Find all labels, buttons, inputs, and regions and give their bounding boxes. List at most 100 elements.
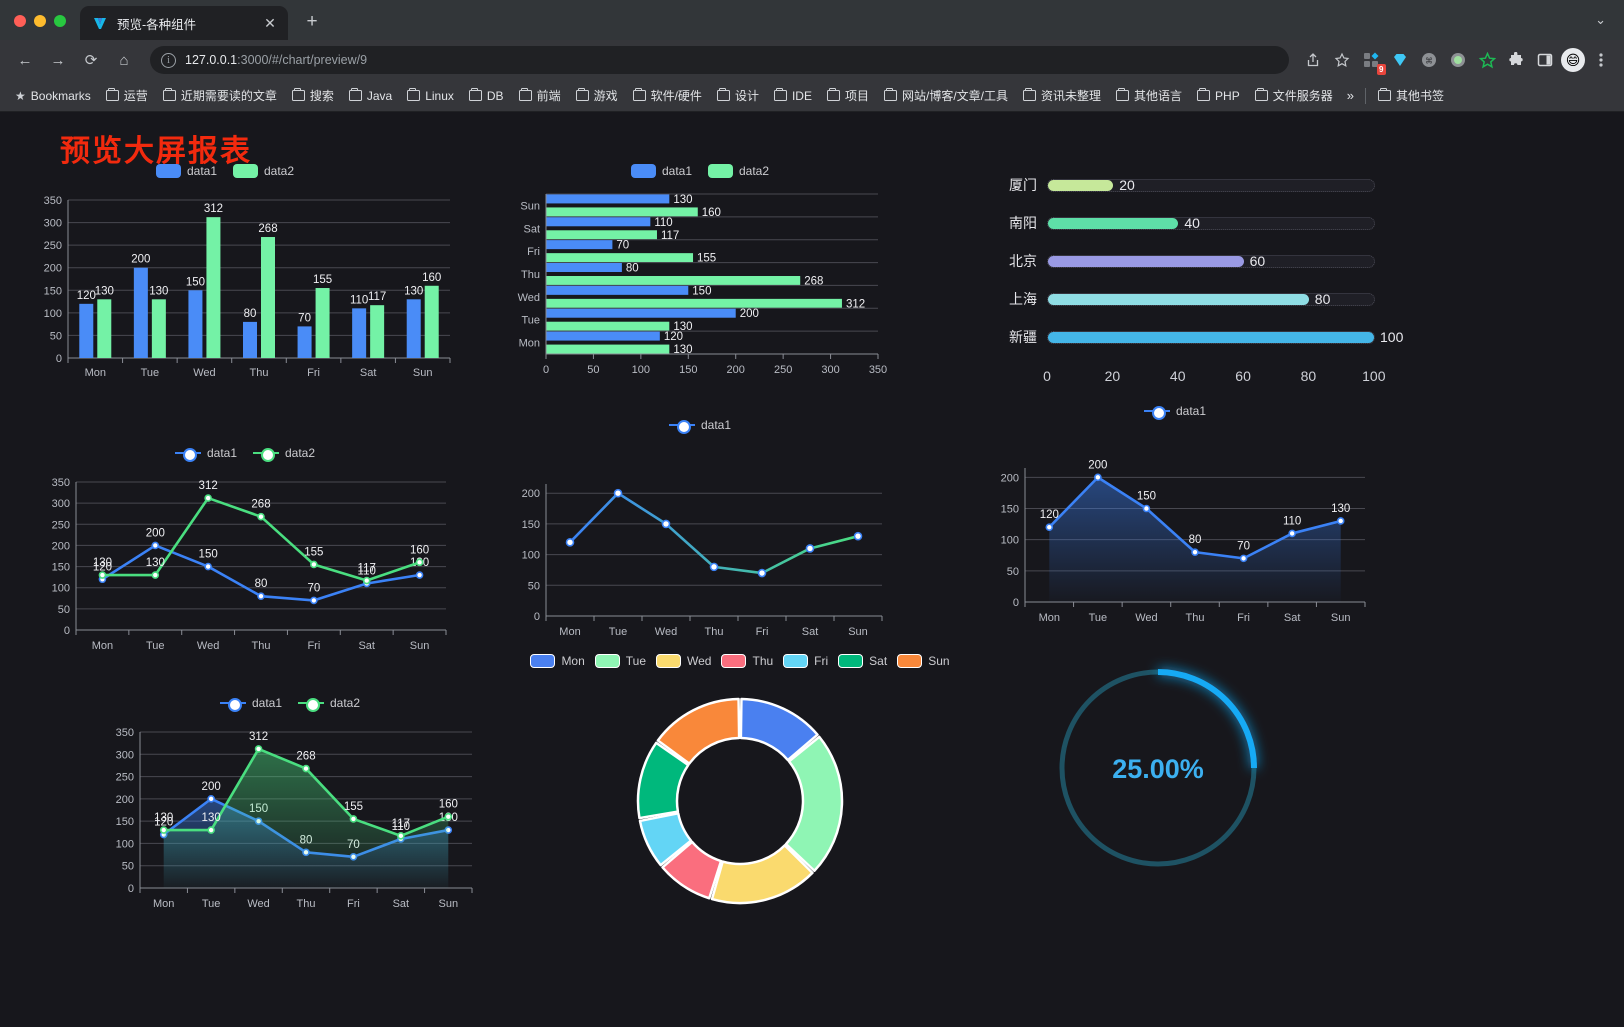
svg-text:268: 268	[258, 223, 277, 235]
bookmark-item[interactable]: 运营	[99, 84, 155, 107]
legend-donut: Mon Tue Wed Thu Fri Sat Sun	[520, 654, 960, 668]
svg-text:50: 50	[1007, 566, 1019, 578]
legend-item-data1[interactable]: data1	[1143, 404, 1206, 420]
folder-icon	[407, 87, 421, 101]
legend-item-mon[interactable]: Mon	[530, 654, 585, 668]
progress-track: 60	[1047, 253, 1375, 269]
legend-item-data1[interactable]: data1	[155, 164, 217, 178]
close-tab-button[interactable]: ✕	[264, 14, 276, 31]
svg-text:350: 350	[869, 364, 887, 376]
chart-panel-gauge: 25.00%	[1030, 646, 1300, 926]
bookmark-item-bookmarks[interactable]: ★ Bookmarks	[8, 86, 98, 106]
legend-item-tue[interactable]: Tue	[594, 654, 646, 668]
bookmark-item[interactable]: 文件服务器	[1248, 84, 1340, 107]
svg-text:155: 155	[344, 801, 363, 813]
bookmark-item[interactable]: IDE	[767, 86, 819, 106]
legend-item-data2[interactable]: data2	[253, 446, 315, 462]
bookmark-label: 近期需要读的文章	[180, 89, 277, 103]
reload-button[interactable]: ⟳	[84, 52, 98, 69]
folder-icon	[773, 87, 787, 101]
maximize-window-button[interactable]	[54, 15, 66, 27]
window-controls[interactable]	[0, 15, 66, 40]
legend-item-sun[interactable]: Sun	[897, 654, 950, 668]
folder-icon	[1377, 87, 1391, 101]
bookmark-item[interactable]: 资讯未整理	[1016, 84, 1108, 107]
back-button[interactable]: ←	[17, 51, 33, 69]
bookmark-item[interactable]: 项目	[820, 84, 876, 107]
sidepanel-icon[interactable]	[1532, 47, 1558, 73]
bookmark-item[interactable]: PHP	[1190, 86, 1247, 106]
v-logo-icon	[94, 18, 106, 29]
bookmark-label: Linux	[425, 88, 454, 103]
bookmark-item[interactable]: 近期需要读的文章	[156, 84, 284, 107]
legend-item-thu[interactable]: Thu	[721, 654, 773, 668]
diamond-extension-icon[interactable]	[1387, 47, 1413, 73]
legend-item-data2[interactable]: data2	[298, 696, 360, 712]
bookmark-item[interactable]: Linux	[400, 86, 461, 106]
window-menu-caret-icon[interactable]: ⌄	[1595, 12, 1606, 27]
bookmark-label: 搜索	[309, 89, 334, 103]
bookmark-star-icon[interactable]	[1329, 47, 1355, 73]
bookmark-item[interactable]: 游戏	[569, 84, 625, 107]
svg-text:Sat: Sat	[1284, 612, 1301, 624]
progress-track: 100	[1047, 329, 1403, 345]
svg-text:150: 150	[52, 562, 70, 574]
puzzle-extension-icon[interactable]	[1503, 47, 1529, 73]
extensions-grid-icon[interactable]: 9	[1358, 47, 1386, 75]
bookmark-item[interactable]: 网站/博客/文章/工具	[877, 84, 1015, 107]
progress-value: 60	[1249, 253, 1266, 269]
svg-text:Thu: Thu	[521, 269, 540, 281]
legend-item-data1[interactable]: data1	[630, 164, 692, 178]
legend-item-data1[interactable]: data1	[668, 418, 731, 434]
bookmark-item[interactable]: Java	[342, 86, 399, 106]
svg-text:250: 250	[44, 240, 62, 252]
legend-item-data2[interactable]: data2	[233, 164, 294, 178]
gauge-canvas: 25.00%	[1059, 669, 1257, 867]
chrome-menu-icon[interactable]	[1588, 47, 1614, 73]
legend-item-sat[interactable]: Sat	[838, 654, 887, 668]
bookmark-item[interactable]: DB	[462, 86, 511, 106]
legend-item-wed[interactable]: Wed	[656, 654, 711, 668]
svg-text:Sat: Sat	[393, 898, 410, 910]
legend-item-data2[interactable]: data2	[708, 164, 769, 178]
bookmark-label: 游戏	[593, 89, 618, 103]
svg-text:Tue: Tue	[141, 367, 160, 379]
legend-swatch-data1	[630, 164, 656, 178]
svg-text:Fri: Fri	[527, 246, 540, 258]
bookmarks-overflow-button[interactable]: »	[1346, 88, 1354, 103]
legend-item-data1[interactable]: data1	[174, 446, 237, 462]
green-star-extension-icon[interactable]	[1474, 47, 1500, 73]
profile-avatar[interactable]: 😄	[1561, 48, 1585, 72]
progress-track: 20	[1047, 177, 1375, 193]
bookmark-item[interactable]: 其他语言	[1109, 84, 1189, 107]
new-tab-button[interactable]: +	[306, 11, 318, 32]
bookmark-item[interactable]: 软件/硬件	[626, 84, 709, 107]
svg-text:Fri: Fri	[1237, 612, 1250, 624]
circle-extension-icon[interactable]: ⌘	[1416, 47, 1442, 73]
bookmark-item[interactable]: 设计	[710, 84, 766, 107]
share-icon[interactable]	[1300, 47, 1326, 73]
address-bar[interactable]: i 127.0.0.1:3000/#/chart/preview/9	[150, 46, 1289, 74]
progress-value: 100	[1380, 329, 1404, 345]
svg-text:250: 250	[52, 519, 70, 531]
svg-text:80: 80	[626, 263, 639, 275]
browser-tab[interactable]: 预览-各种组件 ✕	[80, 6, 288, 40]
legend-item-data1[interactable]: data1	[219, 696, 282, 712]
progress-bar-list: 厦门 20 南阳 40 北京 60 上海 80 新疆 100	[995, 166, 1403, 356]
close-window-button[interactable]	[14, 15, 26, 27]
home-button[interactable]: ⌂	[119, 51, 129, 69]
svg-text:130: 130	[146, 557, 165, 569]
svg-text:Wed: Wed	[197, 640, 219, 652]
bookmark-item[interactable]: 搜索	[285, 84, 341, 107]
axis-tick-label: 0	[1043, 368, 1051, 384]
progress-row: 北京 60	[995, 242, 1375, 280]
bookmark-item-other[interactable]: 其他书签	[1371, 84, 1451, 107]
forward-button[interactable]: →	[50, 51, 66, 69]
site-info-icon[interactable]: i	[161, 52, 176, 68]
green-dot-extension-icon[interactable]	[1445, 47, 1471, 73]
bookmark-item[interactable]: 前端	[512, 84, 568, 107]
bookmark-label: 设计	[734, 89, 759, 103]
legend-item-fri[interactable]: Fri	[783, 654, 828, 668]
minimize-window-button[interactable]	[34, 15, 46, 27]
legend-line-data1	[668, 418, 695, 434]
